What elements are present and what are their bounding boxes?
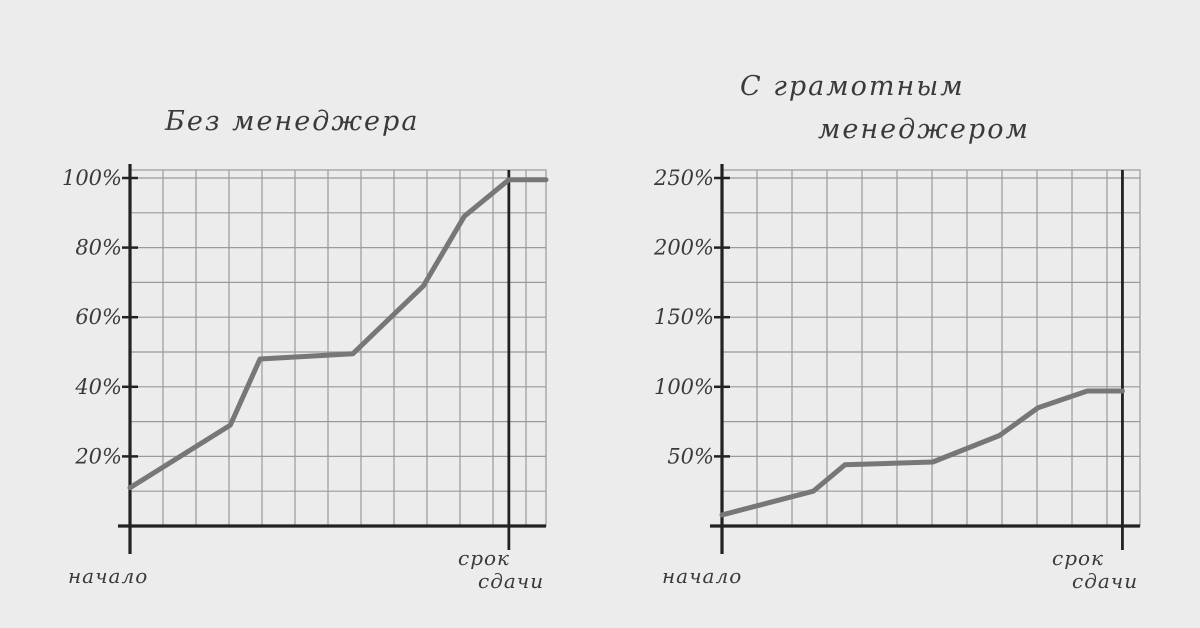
progress-series-line (127, 177, 549, 491)
y-tick-label: 250% (653, 166, 714, 190)
deadline-label-line-2: сдачи (478, 569, 544, 593)
chart-with-manager: С грамотным менеджером 50% 100% 150% 200% 25… (653, 71, 1141, 593)
y-tick-label: 50% (667, 444, 714, 468)
y-tick-label: 100% (62, 166, 122, 190)
y-tick-label: 200% (653, 236, 714, 260)
deadline-label-line-2: сдачи (1072, 569, 1138, 593)
grid (129, 169, 547, 527)
chart-title-line-2: менеджером (818, 114, 1030, 145)
grid (721, 169, 1141, 527)
grid-border (129, 169, 547, 527)
y-tick-label: 150% (654, 305, 714, 329)
y-tick-label: 60% (75, 305, 122, 329)
progress-series-line (719, 388, 1125, 518)
deadline-label-line-1: срок (458, 546, 510, 570)
chart-without-manager: Без менеджера 20% 40% 60% 80% 100% начало срок… (62, 106, 549, 593)
deadline-label-line-1: срок (1052, 546, 1104, 570)
chart-title-line-1: С грамотным (740, 71, 965, 102)
grid-border (721, 169, 1141, 527)
x-start-label: начало (662, 564, 742, 588)
chart-title: Без менеджера (164, 106, 419, 137)
y-tick-label: 40% (74, 375, 122, 399)
x-start-label: начало (68, 564, 148, 588)
y-tick-label: 80% (75, 236, 122, 260)
y-tick-label: 100% (654, 375, 714, 399)
y-tick-label: 20% (74, 444, 122, 468)
